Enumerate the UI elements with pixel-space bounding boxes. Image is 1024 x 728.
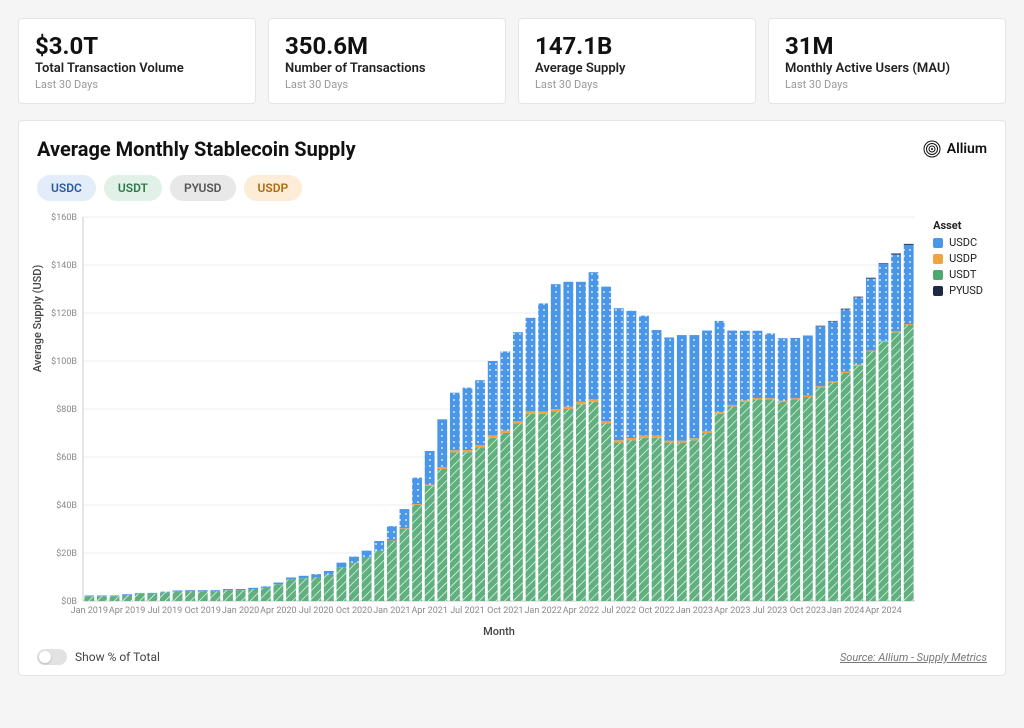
svg-text:Apr 2019: Apr 2019 [109,606,145,616]
kpi-sub: Last 30 Days [35,78,239,91]
legend-title: Asset [933,219,983,232]
panel-title: Average Monthly Stablecoin Supply [37,137,356,161]
svg-text:Jul 2022: Jul 2022 [601,606,636,616]
kpi-value: 31M [785,33,989,59]
svg-text:Jul 2020: Jul 2020 [299,606,334,616]
legend-swatch [933,286,943,296]
svg-text:$20B: $20B [56,548,77,559]
kpi-row: $3.0T Total Transaction Volume Last 30 D… [18,18,1006,104]
svg-text:$160B: $160B [51,212,77,223]
chart-legend: Asset USDC USDP USDT PYUSD [933,219,983,300]
kpi-label: Total Transaction Volume [35,61,239,76]
svg-text:Oct 2021: Oct 2021 [487,606,523,616]
svg-text:Jan 2019: Jan 2019 [71,606,108,616]
svg-text:$60B: $60B [56,452,77,463]
svg-text:Month: Month [483,625,515,638]
stacked-bar-chart: $0B$20B$40B$60B$80B$100B$120B$140B$160BJ… [37,211,985,641]
legend-swatch [933,270,943,280]
filter-pill-usdc[interactable]: USDC [37,175,96,201]
svg-text:Apr 2022: Apr 2022 [563,606,599,616]
legend-swatch [933,254,943,264]
kpi-sub: Last 30 Days [785,78,989,91]
svg-text:Oct 2019: Oct 2019 [185,606,221,616]
y-axis-title: Average Supply (USD) [31,265,44,373]
svg-text:Apr 2020: Apr 2020 [260,606,296,616]
toggle-knob [39,651,51,663]
kpi-card: 350.6M Number of Transactions Last 30 Da… [268,18,506,104]
legend-item[interactable]: USDP [933,252,983,265]
kpi-sub: Last 30 Days [535,78,739,91]
chart-area: Average Supply (USD) $0B$20B$40B$60B$80B… [37,211,987,641]
source-link[interactable]: Source: Allium - Supply Metrics [840,651,987,664]
svg-text:Oct 2020: Oct 2020 [336,606,372,616]
filter-pill-usdt[interactable]: USDT [104,175,162,201]
kpi-sub: Last 30 Days [285,78,489,91]
svg-text:$140B: $140B [51,260,77,271]
kpi-value: $3.0T [35,33,239,59]
toggle-label: Show % of Total [75,650,160,664]
panel-header: Average Monthly Stablecoin Supply Allium [37,137,987,161]
svg-text:Jul 2021: Jul 2021 [450,606,485,616]
svg-text:Jul 2019: Jul 2019 [148,606,183,616]
svg-text:Oct 2022: Oct 2022 [638,606,674,616]
legend-item[interactable]: USDC [933,236,983,249]
svg-text:Oct 2023: Oct 2023 [790,606,826,616]
svg-text:$100B: $100B [51,356,77,367]
brand-label: Allium [947,141,987,157]
svg-text:Apr 2024: Apr 2024 [865,606,901,616]
kpi-value: 147.1B [535,33,739,59]
spiral-icon [923,140,941,158]
kpi-card: 147.1B Average Supply Last 30 Days [518,18,756,104]
chart-panel: Average Monthly Stablecoin Supply Allium… [18,120,1006,676]
svg-text:$40B: $40B [56,500,77,511]
legend-label: USDC [949,236,977,249]
legend-label: USDT [949,268,976,281]
svg-text:$80B: $80B [56,404,77,415]
kpi-label: Monthly Active Users (MAU) [785,61,989,76]
svg-text:Jan 2020: Jan 2020 [222,606,259,616]
svg-text:Jan 2023: Jan 2023 [676,606,713,616]
legend-item[interactable]: USDT [933,268,983,281]
kpi-card: $3.0T Total Transaction Volume Last 30 D… [18,18,256,104]
filter-pill-pyusd[interactable]: PYUSD [170,175,236,201]
legend-label: USDP [949,252,977,265]
kpi-value: 350.6M [285,33,489,59]
kpi-card: 31M Monthly Active Users (MAU) Last 30 D… [768,18,1006,104]
svg-text:Jan 2021: Jan 2021 [373,606,410,616]
brand: Allium [923,140,987,158]
svg-text:Apr 2023: Apr 2023 [714,606,750,616]
legend-label: PYUSD [949,284,983,297]
kpi-label: Average Supply [535,61,739,76]
panel-footer: Show % of Total Source: Allium - Supply … [37,649,987,665]
svg-text:$120B: $120B [51,308,77,319]
svg-text:Jul 2023: Jul 2023 [753,606,788,616]
toggle-track[interactable] [37,649,67,665]
percent-toggle[interactable]: Show % of Total [37,649,160,665]
legend-swatch [933,238,943,248]
legend-item[interactable]: PYUSD [933,284,983,297]
pill-row: USDC USDT PYUSD USDP [37,175,987,201]
svg-text:Jan 2022: Jan 2022 [524,606,561,616]
svg-text:Jan 2024: Jan 2024 [827,606,864,616]
svg-text:Apr 2021: Apr 2021 [411,606,447,616]
kpi-label: Number of Transactions [285,61,489,76]
filter-pill-usdp[interactable]: USDP [244,175,303,201]
